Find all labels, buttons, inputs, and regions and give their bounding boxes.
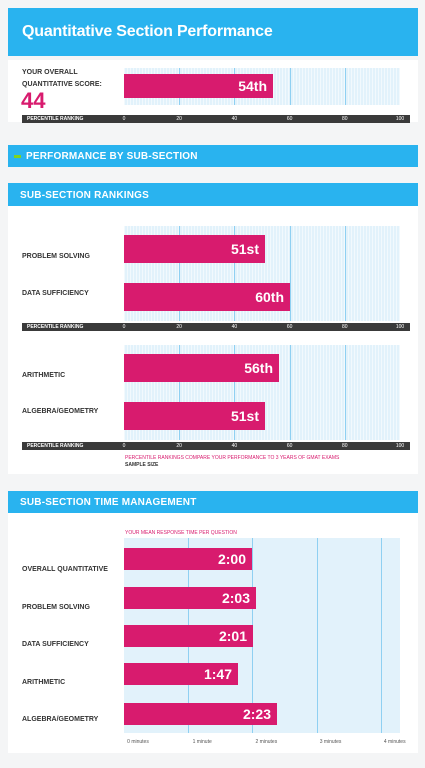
bar-value-label: 56th xyxy=(244,360,273,376)
plot-stripe xyxy=(289,345,345,440)
bar-value-label: 2:01 xyxy=(218,628,247,644)
time-tick-label: 1 minute xyxy=(192,739,212,745)
grid-line xyxy=(289,68,291,105)
sample-size-note: SAMPLE SIZE xyxy=(125,462,159,468)
plot-stripe xyxy=(289,68,345,105)
performance-band: PERFORMANCE BY SUB-SECTION xyxy=(8,145,418,167)
row-label: ARITHMETIC xyxy=(22,679,66,686)
rankings-band: SUB-SECTION RANKINGS xyxy=(8,183,418,206)
axis-tick-label: 0 xyxy=(122,116,126,122)
rankings-plot-2: 56th 51st xyxy=(124,345,400,440)
rankings-plot-1: 51st 60th xyxy=(124,226,400,321)
grid-line xyxy=(381,538,382,733)
row-label: ARITHMETIC xyxy=(22,372,66,379)
grid-line xyxy=(179,345,181,440)
bar-overall-quantitative: 2:00 xyxy=(124,548,252,570)
row-label: ALGEBRA/GEOMETRY xyxy=(22,716,99,723)
rankings-band-title: SUB-SECTION RANKINGS xyxy=(20,190,150,201)
bar-value-label: 54th xyxy=(238,78,267,94)
grid-line xyxy=(344,226,346,321)
row-label: DATA SUFFICIENCY xyxy=(22,290,89,297)
grid-line xyxy=(179,226,181,321)
axis-tick-label: 0 xyxy=(122,443,126,449)
axis-tick-label: 80 xyxy=(342,116,348,122)
time-caption: YOUR MEAN RESPONSE TIME PER QUESTION xyxy=(125,530,237,536)
axis-tick-label: 100 xyxy=(395,443,405,449)
plot-stripe xyxy=(289,226,345,321)
axis-tick-label: 20 xyxy=(176,116,182,122)
axis-tick-label: 100 xyxy=(395,116,405,122)
bar-problem-solving: 2:03 xyxy=(124,587,256,609)
grid-line xyxy=(234,226,236,321)
axis-name: PERCENTILE RANKING xyxy=(27,443,84,449)
bar-value-label: 2:00 xyxy=(217,551,246,567)
bar-overall-quantitative: 54th xyxy=(124,74,273,98)
row-label: DATA SUFFICIENCY xyxy=(22,641,89,648)
bar-arithmetic: 56th xyxy=(124,354,279,382)
grid-line xyxy=(344,345,346,440)
grid-line xyxy=(234,345,236,440)
time-tick-label: 4 minutes xyxy=(383,739,406,745)
axis-tick-label: 80 xyxy=(342,443,348,449)
bar-value-label: 2:03 xyxy=(221,590,250,606)
time-band: SUB-SECTION TIME MANAGEMENT xyxy=(8,491,418,513)
percentile-axis: PERCENTILE RANKING 0 20 40 60 80 100 xyxy=(22,323,410,331)
axis-tick-label: 40 xyxy=(231,443,238,449)
plot-stripe xyxy=(344,68,400,105)
grid-line xyxy=(289,226,291,321)
axis-tick-label: 40 xyxy=(231,324,238,330)
dash-icon xyxy=(14,155,21,158)
row-label: PROBLEM SOLVING xyxy=(22,253,90,260)
axis-tick-label: 20 xyxy=(176,443,182,449)
bar-value-label: 1:47 xyxy=(203,666,232,682)
time-plot: 2:00 2:03 2:01 1:47 2:23 xyxy=(124,538,400,733)
bar-problem-solving: 51st xyxy=(124,235,265,263)
time-tick-label: 2 minutes xyxy=(255,739,278,745)
bar-data-sufficiency: 60th xyxy=(124,283,290,311)
plot-stripe xyxy=(344,226,400,321)
axis-tick-label: 60 xyxy=(286,443,293,449)
axis-tick-label: 20 xyxy=(176,324,182,330)
bar-value-label: 60th xyxy=(255,289,284,305)
bar-algebra-geometry: 2:23 xyxy=(124,703,277,725)
axis-tick-label: 0 xyxy=(122,324,126,330)
overall-plot: 54th xyxy=(124,68,400,105)
overall-label-1: YOUR OVERALL xyxy=(22,69,78,76)
bar-value-label: 2:23 xyxy=(242,706,271,722)
grid-line xyxy=(317,538,318,733)
axis-name: PERCENTILE RANKING xyxy=(27,324,84,330)
axis-tick-label: 60 xyxy=(286,116,293,122)
bar-data-sufficiency: 2:01 xyxy=(124,625,253,647)
bar-value-label: 51st xyxy=(230,408,259,424)
row-label: PROBLEM SOLVING xyxy=(22,604,90,611)
bar-value-label: 51st xyxy=(230,241,259,257)
overall-label-2: QUANTITATIVE SCORE: xyxy=(22,81,102,88)
percentile-axis: PERCENTILE RANKING 0 20 40 60 80 100 xyxy=(22,115,410,123)
row-label: OVERALL QUANTITATIVE xyxy=(22,566,108,573)
compare-note: PERCENTILE RANKINGS COMPARE YOUR PERFORM… xyxy=(125,455,340,461)
bar-arithmetic: 1:47 xyxy=(124,663,238,685)
axis-tick-label: 80 xyxy=(342,324,348,330)
time-tick-label: 0 minutes xyxy=(127,739,149,745)
plot-stripe xyxy=(344,345,400,440)
time-tick-label: 3 minutes xyxy=(319,739,342,745)
axis-tick-label: 60 xyxy=(286,324,293,330)
section-header: Quantitative Section Performance xyxy=(8,8,418,56)
percentile-axis: PERCENTILE RANKING 0 20 40 60 80 100 xyxy=(22,442,410,450)
performance-band-title: PERFORMANCE BY SUB-SECTION xyxy=(26,151,198,162)
overall-score: 44 xyxy=(21,88,46,113)
time-band-title: SUB-SECTION TIME MANAGEMENT xyxy=(20,497,197,508)
grid-line xyxy=(344,68,346,105)
bar-algebra-geometry: 51st xyxy=(124,402,265,430)
row-label: ALGEBRA/GEOMETRY xyxy=(22,408,99,415)
axis-tick-label: 100 xyxy=(395,324,405,330)
axis-tick-label: 40 xyxy=(231,116,238,122)
page-title: Quantitative Section Performance xyxy=(22,23,273,40)
axis-name: PERCENTILE RANKING xyxy=(27,116,84,122)
grid-line xyxy=(289,345,291,440)
